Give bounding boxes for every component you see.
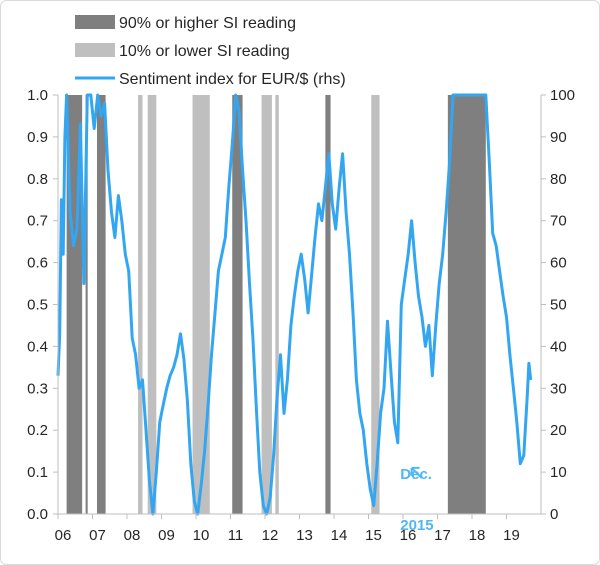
left-tick-label: 0.6 [27,255,48,272]
x-tick-label: 08 [124,527,141,544]
left-tick-label: 0.2 [27,422,48,439]
x-tick-label: 13 [296,527,313,544]
right-tick-label: 80 [550,171,567,188]
left-tick-label: 0.4 [27,338,48,355]
line-layer [56,93,533,516]
left-tick-label: 0.9 [27,129,48,146]
annotation-2015: 2015 [400,517,433,534]
x-tick-label: 17 [434,527,451,544]
high-period-band-1 [85,95,88,514]
low-period-band-0 [138,95,143,514]
low-period-band-5 [371,95,380,514]
legend-swatch-low [75,43,115,57]
high-period-band-5 [447,95,486,514]
x-tick-label: 18 [469,527,486,544]
x-tick-label: 10 [193,527,210,544]
annotation: Dec. 2015 [400,466,433,534]
annotation-arrow [410,466,423,479]
x-tick-label: 16 [400,527,417,544]
high-period-band-3 [232,95,243,514]
x-tick-label: 11 [228,527,244,544]
right-tick-label: 90 [550,129,567,146]
x-tick-label: 09 [158,527,175,544]
high-period-band-2 [96,95,106,514]
right-tick-label: 50 [550,297,567,314]
low-period-band-4 [275,95,279,514]
x-tick-label: 14 [331,527,348,544]
series-line [56,93,533,516]
left-tick-label: 0.8 [27,171,48,188]
x-tick-label: 06 [55,527,72,544]
left-tick-label: 1.0 [27,87,48,104]
low-period-band-2 [192,95,210,514]
x-tick-label: 07 [89,527,106,544]
x-tick-label: 12 [262,527,279,544]
legend-swatch-high [75,15,115,29]
legend-label-high: 90% or higher SI reading [119,15,296,32]
right-tick-label: 40 [550,338,567,355]
low-period-band-1 [147,95,157,514]
right-tick-label: 60 [550,255,567,272]
left-tick-label: 0.7 [27,213,48,230]
x-tick-label: 15 [365,527,382,544]
left-tick-label: 0.3 [27,380,48,397]
right-tick-label: 70 [550,213,567,230]
legend-label-line: Sentiment index for EUR/$ (rhs) [119,71,346,88]
right-tick-label: 20 [550,422,567,439]
left-tick-label: 0.5 [27,297,48,314]
right-tick-label: 0 [550,506,558,523]
shaded-periods [66,95,486,514]
axes: 0.0 0.1 0.2 0.3 0.4 0.5 0.6 0.7 0.8 0.9 1.0 0 10 20 30… [27,87,575,544]
legend: 90% or higher SI reading 10% or lower SI… [75,15,346,88]
left-tick-label: 0.1 [27,464,48,481]
right-tick-label: 10 [550,464,567,481]
x-tick-label: 19 [503,527,520,544]
annotation-dec: Dec. [400,466,432,483]
legend-label-low: 10% or lower SI reading [119,43,290,60]
right-tick-label: 100 [550,87,575,104]
low-period-band-3 [261,95,272,514]
high-period-band-4 [325,95,331,514]
right-tick-label: 30 [550,380,567,397]
left-tick-label: 0.0 [27,506,48,523]
